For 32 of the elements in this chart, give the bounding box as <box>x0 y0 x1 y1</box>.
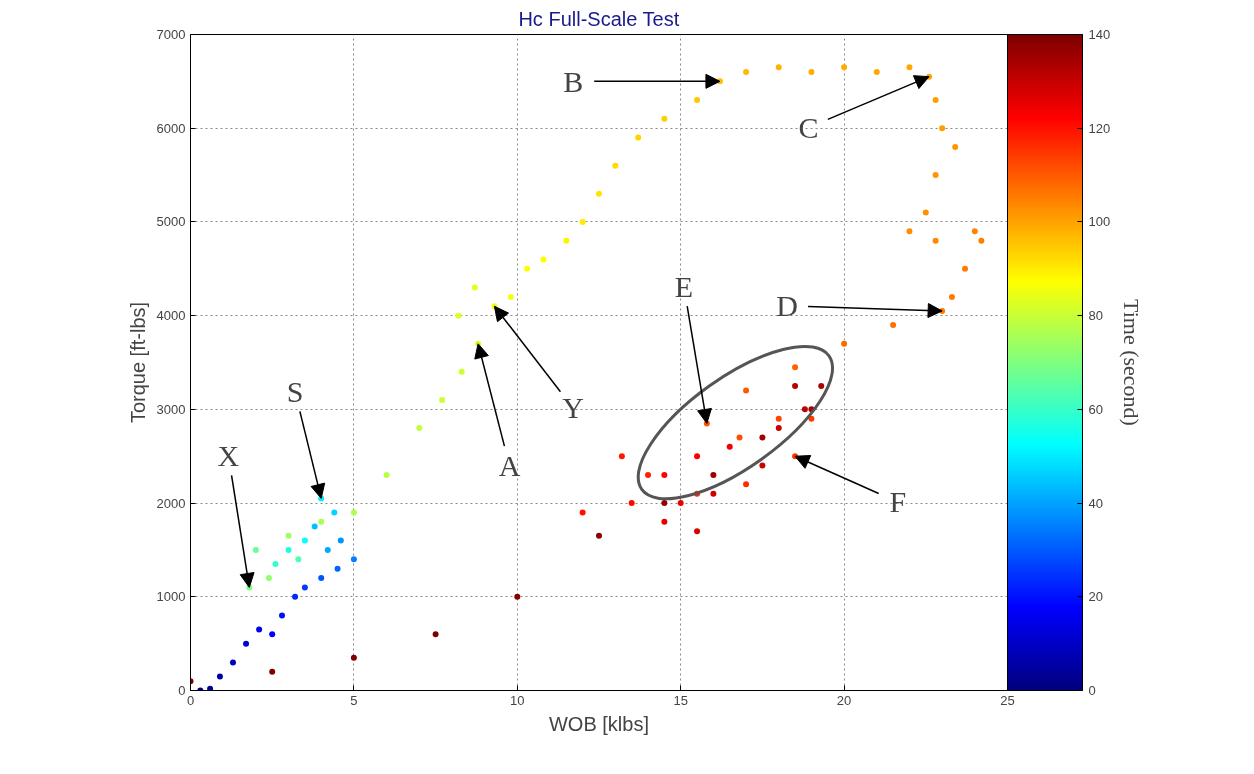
x-tick-label: 10 <box>510 692 525 708</box>
color-bar-label: 80 <box>1088 308 1103 324</box>
y-tick-label: 5000 <box>156 214 186 230</box>
color-bar-label: 20 <box>1088 589 1103 605</box>
annotation: Y <box>562 391 584 425</box>
x-tick-label: 25 <box>1000 692 1015 708</box>
x-axis-title: WOB [klbs] <box>549 712 650 735</box>
color-bar-title: Time (second) <box>1118 299 1144 426</box>
annotation: C <box>798 111 819 145</box>
annotation: B <box>563 64 584 98</box>
y-tick-label: 4000 <box>156 308 186 324</box>
annotation: A <box>498 449 521 483</box>
annotation: S <box>286 375 304 409</box>
x-tick-label: 20 <box>836 692 852 708</box>
color-bar-label: 40 <box>1088 495 1103 511</box>
annotation: X <box>217 438 240 472</box>
annotation: F <box>889 485 907 519</box>
annotation: D <box>776 289 798 323</box>
y-tick-label: 6000 <box>156 120 186 136</box>
color-bar-label: 120 <box>1088 120 1111 136</box>
x-tick-label: 5 <box>350 692 358 708</box>
x-tick-label: 15 <box>673 692 688 708</box>
y-axis-title: Torque [ft-lbs] <box>126 301 149 424</box>
color-bar-label: 100 <box>1088 214 1111 230</box>
color-bar-label: 60 <box>1088 401 1103 417</box>
y-tick-label: 3000 <box>156 401 186 417</box>
annotation: E <box>674 269 693 303</box>
y-tick-label: 2000 <box>156 495 186 511</box>
y-tick-label: 7000 <box>156 27 186 42</box>
y-tick-label: 1000 <box>156 589 186 605</box>
chart-title: Hc Full-Scale Test <box>518 7 680 30</box>
color-bar-label: 140 <box>1088 27 1111 42</box>
